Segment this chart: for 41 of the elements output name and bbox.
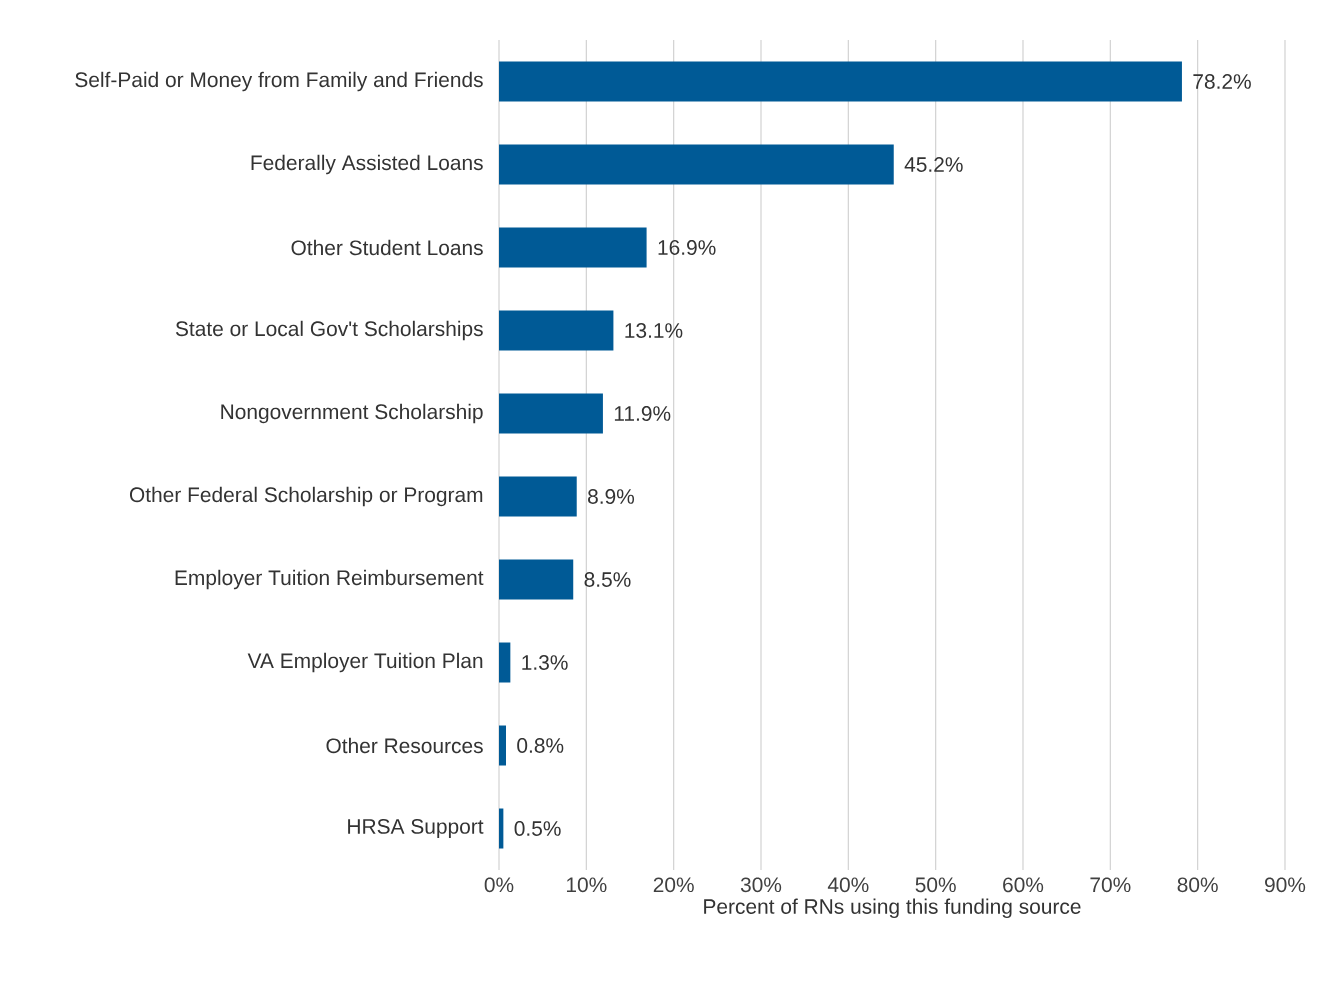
- y-tick-label: Other Federal Scholarship or Program: [129, 486, 483, 507]
- x-axis-title: Percent of RNs using this funding source: [704, 898, 1081, 919]
- data-label: 0.8%: [517, 738, 564, 753]
- y-tick-label: Nongovernment Scholarship: [221, 403, 483, 424]
- data-label: 13.1%: [625, 323, 683, 338]
- bar: [499, 227, 647, 268]
- y-tick-label: Other Resources: [326, 737, 483, 754]
- y-tick-label: State or Local Gov't Scholarships: [175, 320, 483, 341]
- bar: [499, 61, 1182, 102]
- x-tick-label: 0%: [484, 877, 514, 893]
- bar: [499, 144, 894, 185]
- data-label: 16.9%: [658, 240, 716, 255]
- data-label: 11.9%: [614, 406, 671, 421]
- data-label: 45.2%: [904, 157, 963, 172]
- y-tick-label: Other Student Loans: [291, 239, 483, 256]
- data-label: 8.5%: [584, 572, 631, 587]
- x-tick-label: 40%: [827, 877, 869, 893]
- x-tick-label: 90%: [1265, 877, 1306, 893]
- y-tick-label: Federally Assisted Loans: [251, 154, 483, 175]
- y-tick-label: Employer Tuition Reimbursement: [175, 569, 484, 590]
- bar: [499, 393, 603, 434]
- data-label: 8.9%: [588, 489, 635, 504]
- x-tick-label: 10%: [566, 877, 607, 893]
- bar: [499, 808, 504, 849]
- x-tick-label: 60%: [1003, 877, 1044, 893]
- bar: [499, 559, 574, 600]
- bar: [499, 725, 506, 766]
- y-tick-label: Self-Paid or Money from Family and Friends: [75, 71, 483, 92]
- x-tick-label: 20%: [653, 877, 694, 893]
- data-label: 78.2%: [1193, 74, 1251, 89]
- x-tick-label: 70%: [1090, 877, 1131, 893]
- bar: [499, 310, 614, 351]
- x-tick-label: 80%: [1177, 877, 1218, 893]
- bar: [499, 476, 577, 517]
- y-tick-label: VA Employer Tuition Plan: [247, 652, 483, 673]
- data-label: 0.5%: [514, 821, 561, 836]
- x-tick-label: 30%: [740, 877, 782, 893]
- bar: [499, 642, 511, 683]
- y-tick-label: HRSA Support: [348, 819, 484, 838]
- x-tick-label: 50%: [915, 877, 956, 893]
- data-label: 1.3%: [522, 655, 568, 670]
